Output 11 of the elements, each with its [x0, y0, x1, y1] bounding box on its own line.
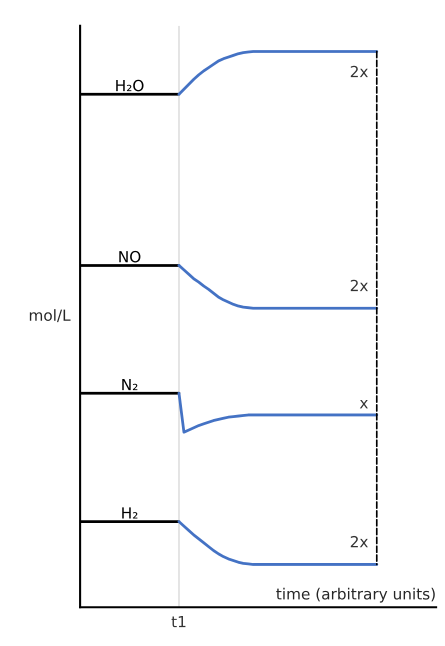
annotation: 2x	[350, 280, 368, 292]
series-label: H₂	[122, 507, 138, 519]
x-axis-title: time (arbitrary units)	[276, 588, 435, 603]
series-label: H₂O	[116, 80, 144, 92]
series-label: NO	[119, 250, 140, 262]
annotation: x	[360, 400, 368, 408]
series-label: N₂	[122, 378, 138, 390]
text: t1	[172, 616, 186, 628]
annotation: 2x	[350, 66, 368, 78]
annotation: 2x	[350, 536, 368, 548]
y-axis-title: mol/L	[30, 309, 71, 322]
